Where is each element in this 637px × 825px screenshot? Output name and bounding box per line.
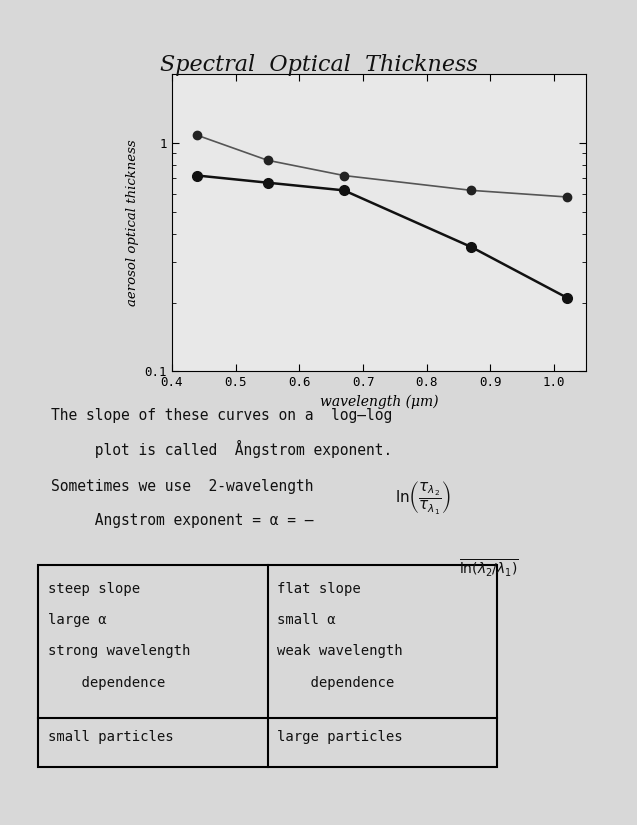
Text: dependence: dependence (277, 676, 394, 690)
Text: large α: large α (48, 613, 106, 627)
Text: small particles: small particles (48, 730, 173, 744)
Text: Angstrom exponent = α = –: Angstrom exponent = α = – (51, 513, 322, 528)
Text: steep slope: steep slope (48, 582, 140, 596)
Text: small α: small α (277, 613, 336, 627)
Text: Spectral  Optical  Thickness: Spectral Optical Thickness (160, 54, 477, 76)
Text: large particles: large particles (277, 730, 403, 744)
Text: $\overline{\ln(\lambda_2/\lambda_1)}$: $\overline{\ln(\lambda_2/\lambda_1)}$ (459, 557, 519, 578)
Text: dependence: dependence (48, 676, 165, 690)
Text: weak wavelength: weak wavelength (277, 644, 403, 658)
Text: flat slope: flat slope (277, 582, 361, 596)
Y-axis label: aerosol optical thickness: aerosol optical thickness (126, 139, 139, 306)
Text: The slope of these curves on a  log–log: The slope of these curves on a log–log (51, 408, 392, 423)
Text: Sometimes we use  2-wavelength: Sometimes we use 2-wavelength (51, 478, 313, 493)
X-axis label: wavelength (μm): wavelength (μm) (320, 394, 438, 409)
Text: $\ln\!\left(\dfrac{\tau_{\lambda_2}}{\tau_{\lambda_1}}\right)$: $\ln\!\left(\dfrac{\tau_{\lambda_2}}{\ta… (395, 479, 451, 516)
Text: strong wavelength: strong wavelength (48, 644, 190, 658)
Text: plot is called  Ångstrom exponent.: plot is called Ångstrom exponent. (51, 440, 392, 458)
